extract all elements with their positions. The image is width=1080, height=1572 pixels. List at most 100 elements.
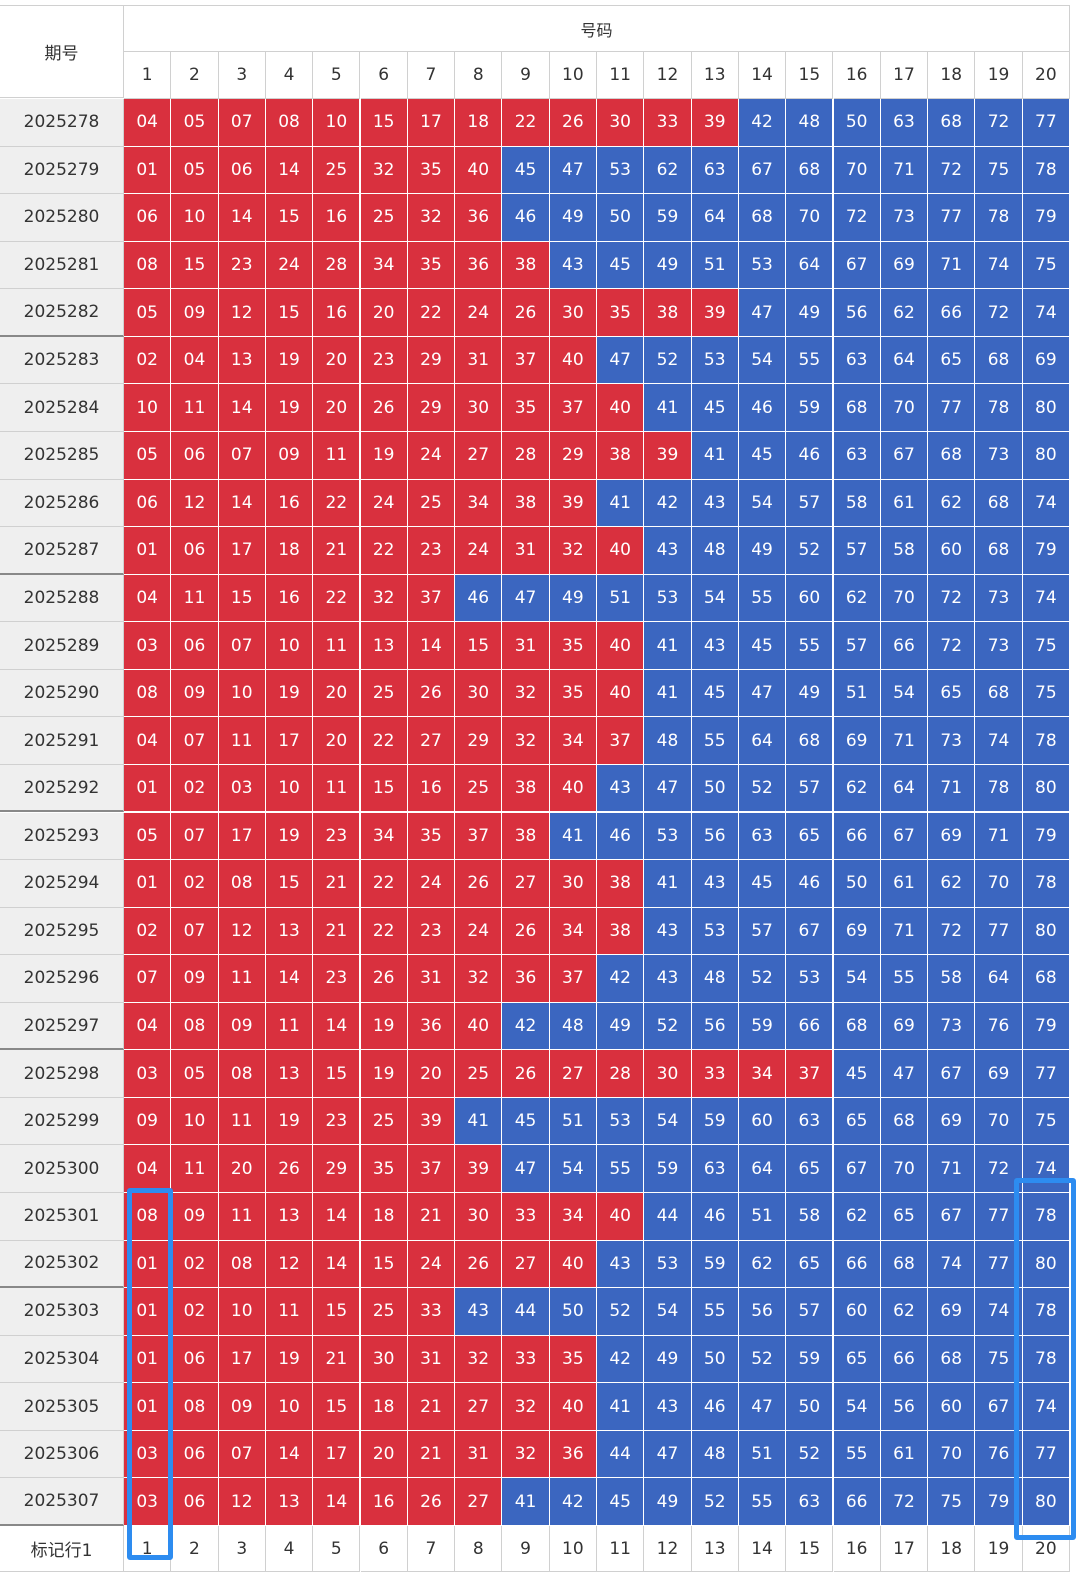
footer-cell: 11 (597, 1526, 645, 1572)
column-header: 15 (786, 52, 834, 99)
number-cell: 60 (786, 574, 834, 623)
number-cell: 38 (597, 907, 645, 956)
period: 2025294 (0, 860, 124, 908)
number-cell: 65 (833, 1335, 881, 1384)
number-cell: 07 (171, 907, 219, 956)
number-cell: 69 (928, 812, 976, 861)
number-cell: 26 (360, 955, 408, 1003)
number-cell: 64 (880, 764, 929, 813)
number-cell: 72 (833, 194, 881, 242)
number-cell: 46 (691, 1193, 739, 1241)
number-cell: 52 (786, 1430, 834, 1479)
number-cell: 47 (644, 764, 692, 813)
number-cell: 64 (738, 1145, 787, 1194)
footer-cell: 7 (407, 1526, 456, 1572)
footer-cell: 19 (975, 1526, 1023, 1572)
number-cell: 66 (833, 812, 881, 861)
number-cell: 43 (597, 764, 645, 813)
number-cell: 64 (880, 336, 929, 385)
number-cell: 51 (691, 241, 739, 290)
number-cell: 15 (313, 1050, 361, 1098)
number-cell: 22 (313, 479, 361, 528)
footer-cell: 3 (218, 1526, 266, 1572)
number-cell: 73 (975, 431, 1023, 480)
number-cell: 25 (455, 1050, 503, 1098)
number-cell: 49 (549, 194, 597, 242)
number-cell: 09 (171, 955, 219, 1003)
number-cell: 26 (549, 99, 597, 147)
number-cell: 24 (407, 1240, 456, 1289)
number-cell: 31 (502, 622, 550, 670)
number-cell: 59 (786, 1335, 834, 1384)
number-cell: 72 (928, 907, 976, 956)
footer-cell: 14 (738, 1526, 787, 1572)
number-cell: 46 (786, 431, 834, 480)
number-cell: 14 (265, 1430, 314, 1479)
number-cell: 44 (502, 1288, 550, 1336)
number-cell: 67 (975, 1383, 1023, 1431)
number-cell: 06 (124, 194, 172, 242)
number-cell: 26 (502, 289, 550, 337)
period: 2025300 (0, 1145, 124, 1194)
number-cell: 68 (880, 1097, 929, 1146)
number-cell: 02 (171, 1240, 219, 1289)
number-cell: 38 (644, 289, 692, 337)
number-cell: 77 (975, 1193, 1023, 1241)
number-cell: 19 (265, 669, 314, 718)
number-cell: 16 (407, 764, 456, 813)
number-cell: 14 (218, 384, 266, 432)
number-cell: 34 (455, 479, 503, 528)
number-cell: 12 (218, 907, 266, 956)
number-cell: 13 (265, 1193, 314, 1241)
number-cell: 18 (265, 527, 314, 575)
period: 2025299 (0, 1097, 124, 1146)
number-cell: 03 (218, 764, 266, 813)
number-cell: 45 (738, 431, 787, 480)
number-cell: 77 (928, 194, 976, 242)
number-cell: 24 (407, 860, 456, 908)
number-cell: 53 (644, 812, 692, 861)
number-cell: 45 (691, 669, 739, 718)
number-cell: 53 (691, 336, 739, 385)
number-cell: 26 (455, 860, 503, 908)
number-cell: 42 (502, 1002, 550, 1051)
number-cell: 56 (833, 289, 881, 337)
number-cell: 61 (880, 479, 929, 528)
number-cell: 45 (502, 1097, 550, 1146)
number-cell: 43 (644, 527, 692, 575)
number-cell: 23 (313, 1097, 361, 1146)
number-cell: 33 (502, 1193, 550, 1241)
period: 2025291 (0, 717, 124, 765)
number-cell: 39 (455, 1145, 503, 1194)
number-cell: 02 (124, 336, 172, 385)
period: 2025285 (0, 431, 124, 480)
number-cell: 55 (833, 1430, 881, 1479)
number-cell: 53 (597, 1097, 645, 1146)
number-cell: 38 (502, 764, 550, 813)
number-cell: 54 (880, 669, 929, 718)
number-cell: 38 (502, 241, 550, 290)
number-cell: 65 (786, 1240, 834, 1289)
number-cell: 15 (171, 241, 219, 290)
header-group: 号码 (124, 5, 1070, 52)
number-cell: 01 (124, 1335, 172, 1384)
period: 2025289 (0, 622, 124, 670)
number-cell: 29 (455, 717, 503, 765)
number-cell: 65 (786, 812, 834, 861)
number-cell: 48 (691, 955, 739, 1003)
number-cell: 68 (880, 1240, 929, 1289)
number-cell: 57 (786, 764, 834, 813)
number-cell: 13 (218, 336, 266, 385)
number-cell: 47 (502, 1145, 550, 1194)
number-cell: 09 (124, 1097, 172, 1146)
number-cell: 71 (928, 1145, 976, 1194)
period: 2025284 (0, 384, 124, 432)
number-cell: 07 (218, 622, 266, 670)
number-cell: 45 (833, 1050, 881, 1098)
number-cell: 40 (549, 336, 597, 385)
number-cell: 55 (738, 574, 787, 623)
period: 2025286 (0, 479, 124, 528)
number-cell: 56 (691, 1002, 739, 1051)
number-cell: 15 (360, 1240, 408, 1289)
number-cell: 55 (880, 955, 929, 1003)
